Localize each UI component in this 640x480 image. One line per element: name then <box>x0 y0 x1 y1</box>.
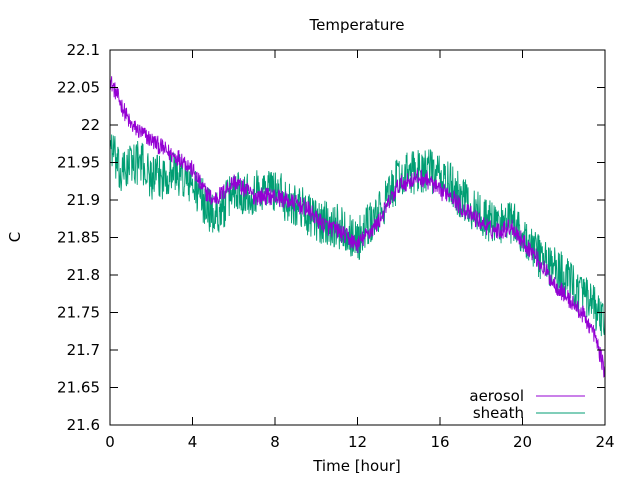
y-tick-label: 21.9 <box>67 191 100 209</box>
y-tick-label: 21.65 <box>57 379 100 397</box>
x-axis-ticks: 0 4 8 12 16 20 24 <box>105 50 615 451</box>
series-line-aerosol <box>109 76 606 378</box>
x-axis-label: Time [hour] <box>312 457 401 475</box>
y-tick-label: 21.75 <box>57 304 100 322</box>
y-tick-label: 21.85 <box>57 229 100 247</box>
legend-label-aerosol: aerosol <box>469 387 524 405</box>
y-tick-label: 22 <box>81 116 100 134</box>
x-tick-label: 0 <box>105 433 115 451</box>
y-tick-label: 21.6 <box>67 416 100 434</box>
y-tick-label: 22.1 <box>67 41 100 59</box>
series-layer <box>109 76 606 378</box>
x-tick-label: 4 <box>188 433 198 451</box>
x-tick-label: 12 <box>348 433 367 451</box>
y-tick-label: 21.95 <box>57 154 100 172</box>
y-tick-label: 21.8 <box>67 266 100 284</box>
x-tick-label: 24 <box>595 433 614 451</box>
y-axis-ticks: 21.6 21.65 21.7 21.75 21.8 21.85 21.9 21.95 22 22… <box>57 41 605 434</box>
series-line-sheath <box>109 134 606 337</box>
y-axis-label: C <box>6 232 24 242</box>
legend-label-sheath: sheath <box>473 404 524 422</box>
y-tick-label: 22.05 <box>57 79 100 97</box>
y-tick-label: 21.7 <box>67 341 100 359</box>
x-tick-label: 20 <box>513 433 532 451</box>
x-tick-label: 8 <box>270 433 280 451</box>
x-tick-label: 16 <box>430 433 449 451</box>
chart-title: Temperature <box>308 16 404 34</box>
